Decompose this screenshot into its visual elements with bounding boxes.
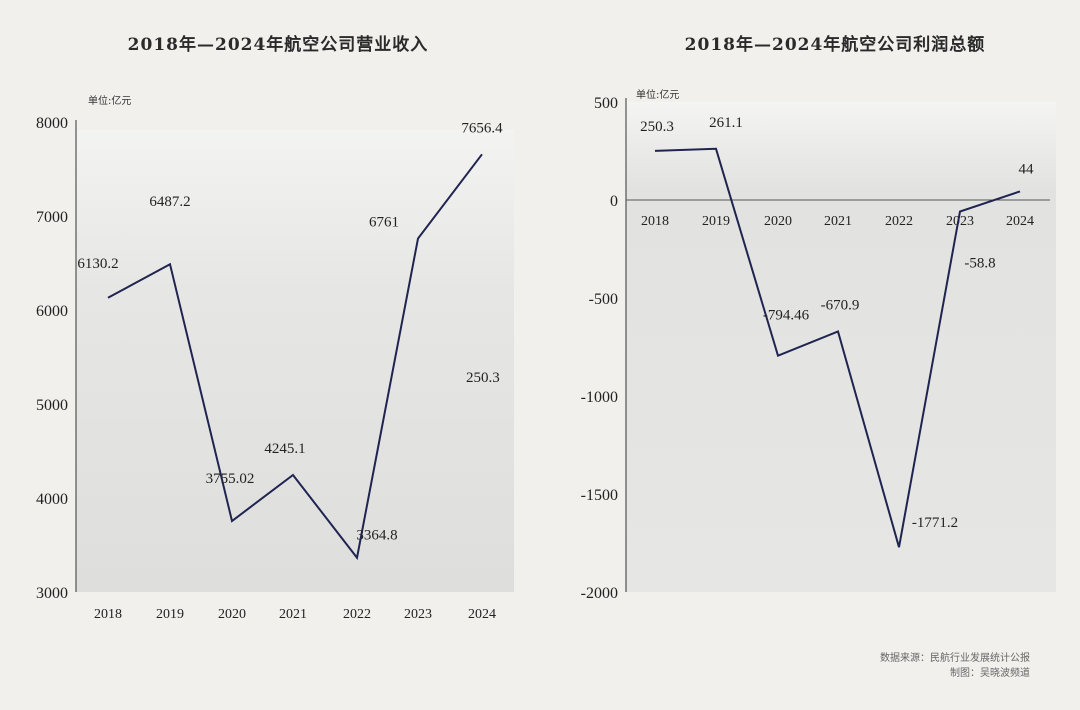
revenue-y-tick-label: 7000 [36, 209, 68, 226]
profit-x-tick-label: 2020 [764, 214, 792, 229]
source-line: 数据来源：民航行业发展统计公报 [880, 651, 1030, 664]
profit-chart: 2018年—2024年航空公司利润总额 单位:亿元 500 0 -500 -1000 -… [581, 34, 1056, 602]
profit-y-tick-label: 0 [610, 193, 618, 210]
profit-series-line [654, 147, 1021, 548]
profit-data-label: 44 [1019, 161, 1035, 177]
profit-y-ticks: 500 0 -500 -1000 -1500 -2000 [581, 95, 618, 602]
profit-x-tick-label: 2019 [702, 214, 730, 229]
profit-data-label: -794.46 [763, 308, 810, 324]
revenue-x-tick-label: 2021 [279, 607, 307, 622]
revenue-data-label: 7656.4 [461, 120, 503, 136]
profit-plot-background [626, 102, 1056, 592]
revenue-data-label: 4245.1 [264, 441, 305, 457]
revenue-data-label: 6487.2 [149, 194, 190, 210]
revenue-x-tick-label: 2020 [218, 607, 246, 622]
revenue-unit-label: 单位:亿元 [88, 94, 131, 107]
revenue-extra-label: 250.3 [466, 370, 500, 386]
profit-x-ticks: 2018 2019 2020 2021 2022 2023 2024 [641, 214, 1034, 229]
profit-data-label: -58.8 [964, 256, 995, 272]
profit-y-tick-label: -500 [589, 291, 618, 308]
revenue-y-tick-label: 8000 [36, 115, 68, 132]
revenue-data-label: 3755.02 [206, 471, 255, 487]
revenue-series-line [107, 153, 483, 561]
revenue-x-ticks: 2018 2019 2020 2021 2022 2023 2024 [94, 607, 496, 622]
revenue-y-tick-label: 6000 [36, 303, 68, 320]
profit-x-tick-label: 2018 [641, 214, 669, 229]
profit-chart-title: 2018年—2024年航空公司利润总额 [685, 34, 986, 55]
profit-data-label: 250.3 [640, 119, 674, 135]
profit-y-tick-label: -2000 [581, 585, 618, 602]
revenue-chart: 2018年—2024年航空公司营业收入 单位:亿元 3000 4000 5000 60… [36, 34, 514, 622]
profit-data-label: -1771.2 [912, 515, 958, 531]
revenue-x-tick-label: 2018 [94, 607, 122, 622]
profit-data-labels: 250.3 261.1 -794.46 -670.9 -1771.2 -58.8 44 [640, 115, 1034, 531]
revenue-y-tick-label: 4000 [36, 491, 68, 508]
profit-unit-label: 单位:亿元 [636, 88, 679, 101]
profit-y-tick-label: -1500 [581, 487, 618, 504]
profit-data-label: 261.1 [709, 115, 743, 131]
revenue-y-ticks: 3000 4000 5000 6000 7000 8000 [36, 115, 68, 602]
revenue-data-label: 6130.2 [77, 256, 118, 272]
revenue-y-tick-label: 5000 [36, 397, 68, 414]
profit-y-tick-label: -1000 [581, 389, 618, 406]
revenue-chart-title: 2018年—2024年航空公司营业收入 [128, 34, 429, 55]
revenue-x-tick-label: 2024 [468, 607, 496, 622]
credit-line: 制图：吴晓波频道 [950, 666, 1030, 679]
profit-x-tick-label: 2024 [1006, 214, 1034, 229]
revenue-x-tick-label: 2019 [156, 607, 184, 622]
revenue-x-tick-label: 2022 [343, 607, 371, 622]
profit-x-tick-label: 2023 [946, 214, 974, 229]
profit-x-tick-label: 2022 [885, 214, 913, 229]
revenue-x-tick-label: 2023 [404, 607, 432, 622]
revenue-data-label: 3364.8 [356, 528, 397, 544]
revenue-y-tick-label: 3000 [36, 585, 68, 602]
profit-data-label: -670.9 [821, 297, 860, 313]
revenue-data-label: 6761 [369, 214, 399, 230]
profit-y-tick-label: 500 [594, 95, 618, 112]
revenue-data-labels: 6130.2 6487.2 3755.02 4245.1 3364.8 6761 7656.… [77, 120, 503, 543]
profit-x-tick-label: 2021 [824, 214, 852, 229]
